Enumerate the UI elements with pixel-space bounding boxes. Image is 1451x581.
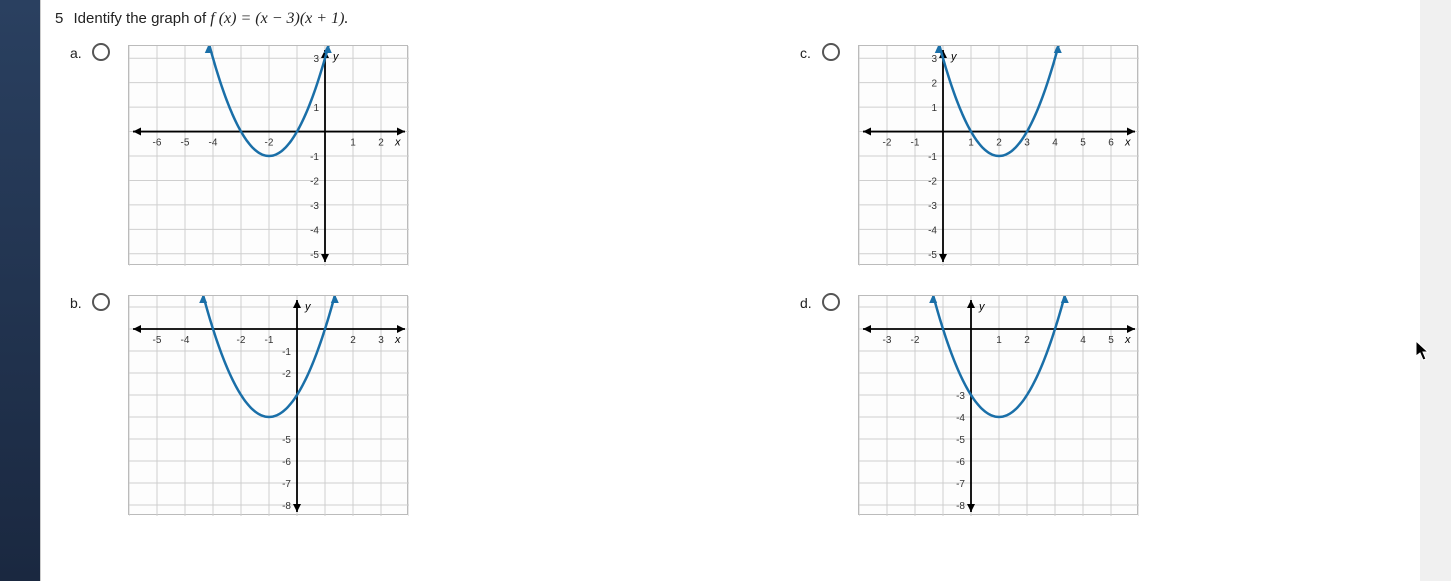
option-c-label: c. <box>800 45 811 61</box>
question-formula: f (x) = (x − 3)(x + 1). <box>210 10 348 27</box>
svg-text:5: 5 <box>1108 335 1114 346</box>
svg-text:2: 2 <box>996 138 1002 149</box>
svg-text:-8: -8 <box>956 501 965 512</box>
svg-text:-5: -5 <box>153 335 162 346</box>
svg-text:-1: -1 <box>310 152 319 163</box>
svg-text:y: y <box>332 51 340 63</box>
option-b-radio[interactable] <box>92 293 110 311</box>
option-b-graph: yx-5-4-2-123-1-2-5-6-7-8 <box>128 295 408 515</box>
svg-text:3: 3 <box>1024 138 1030 149</box>
svg-text:-7: -7 <box>282 479 291 490</box>
svg-text:-5: -5 <box>310 250 319 261</box>
option-d-svg: yx-3-21245-3-4-5-6-7-8 <box>859 296 1139 516</box>
svg-text:4: 4 <box>1052 138 1058 149</box>
svg-text:-1: -1 <box>928 152 937 163</box>
svg-text:-1: -1 <box>911 138 920 149</box>
svg-text:-2: -2 <box>883 138 892 149</box>
svg-text:x: x <box>394 137 401 149</box>
svg-text:-3: -3 <box>310 201 319 212</box>
svg-text:-4: -4 <box>310 225 319 236</box>
option-d-radio[interactable] <box>822 293 840 311</box>
svg-text:-5: -5 <box>181 138 190 149</box>
option-a-radio[interactable] <box>92 43 110 61</box>
svg-text:-1: -1 <box>265 335 274 346</box>
svg-text:-7: -7 <box>956 479 965 490</box>
svg-text:y: y <box>950 51 958 63</box>
question-number: 5 <box>55 10 63 27</box>
svg-text:-5: -5 <box>928 250 937 261</box>
left-sidebar-edge <box>0 0 40 581</box>
svg-text:-2: -2 <box>310 176 319 187</box>
svg-text:-8: -8 <box>282 501 291 512</box>
svg-text:-4: -4 <box>181 335 190 346</box>
svg-text:-5: -5 <box>956 435 965 446</box>
option-b-label: b. <box>70 295 82 311</box>
svg-text:2: 2 <box>350 335 356 346</box>
svg-text:2: 2 <box>931 79 937 90</box>
svg-text:3: 3 <box>931 54 937 65</box>
option-c-radio[interactable] <box>822 43 840 61</box>
svg-text:-3: -3 <box>928 201 937 212</box>
svg-text:2: 2 <box>1024 335 1030 346</box>
option-d-graph: yx-3-21245-3-4-5-6-7-8 <box>858 295 1138 515</box>
svg-text:3: 3 <box>313 54 319 65</box>
svg-text:-2: -2 <box>282 369 291 380</box>
svg-text:x: x <box>1124 137 1131 149</box>
svg-text:-2: -2 <box>265 138 274 149</box>
svg-text:x: x <box>394 334 401 346</box>
svg-text:-2: -2 <box>237 335 246 346</box>
mouse-cursor-icon <box>1415 340 1431 367</box>
svg-text:1: 1 <box>968 138 974 149</box>
svg-text:-3: -3 <box>883 335 892 346</box>
svg-text:3: 3 <box>378 335 384 346</box>
svg-text:6: 6 <box>1108 138 1114 149</box>
svg-text:1: 1 <box>313 103 319 114</box>
svg-text:-3: -3 <box>956 391 965 402</box>
svg-text:-2: -2 <box>911 335 920 346</box>
svg-text:x: x <box>1124 334 1131 346</box>
svg-text:-1: -1 <box>282 347 291 358</box>
svg-text:-6: -6 <box>282 457 291 468</box>
svg-text:-4: -4 <box>928 225 937 236</box>
svg-text:-4: -4 <box>956 413 965 424</box>
svg-text:-6: -6 <box>153 138 162 149</box>
svg-text:-2: -2 <box>928 176 937 187</box>
question-prompt: 5 Identify the graph of f (x) = (x − 3)(… <box>55 10 348 28</box>
svg-text:4: 4 <box>1080 335 1086 346</box>
svg-text:-4: -4 <box>209 138 218 149</box>
option-a-graph: y x -6 -5 -4 -2 1 2 3 1 -1 -2 -3 -4 -5 <box>128 45 408 265</box>
option-a-label: a. <box>70 45 82 61</box>
svg-text:1: 1 <box>931 103 937 114</box>
svg-text:1: 1 <box>350 138 356 149</box>
option-b-svg: yx-5-4-2-123-1-2-5-6-7-8 <box>129 296 409 516</box>
svg-text:-6: -6 <box>956 457 965 468</box>
question-text-prefix: Identify the graph of <box>74 10 211 27</box>
option-d-label: d. <box>800 295 812 311</box>
svg-text:-5: -5 <box>282 435 291 446</box>
svg-text:2: 2 <box>378 138 384 149</box>
svg-text:1: 1 <box>996 335 1002 346</box>
option-c-graph: y x -2 -1 1 2 3 4 5 6 3 2 1 -1 -2 -3 -4 -5 <box>858 45 1138 265</box>
option-c-svg: y x -2 -1 1 2 3 4 5 6 3 2 1 -1 -2 -3 -4 -5 <box>859 46 1139 266</box>
option-a-svg: y x -6 -5 -4 -2 1 2 3 1 -1 -2 -3 -4 -5 <box>129 46 409 266</box>
svg-text:5: 5 <box>1080 138 1086 149</box>
